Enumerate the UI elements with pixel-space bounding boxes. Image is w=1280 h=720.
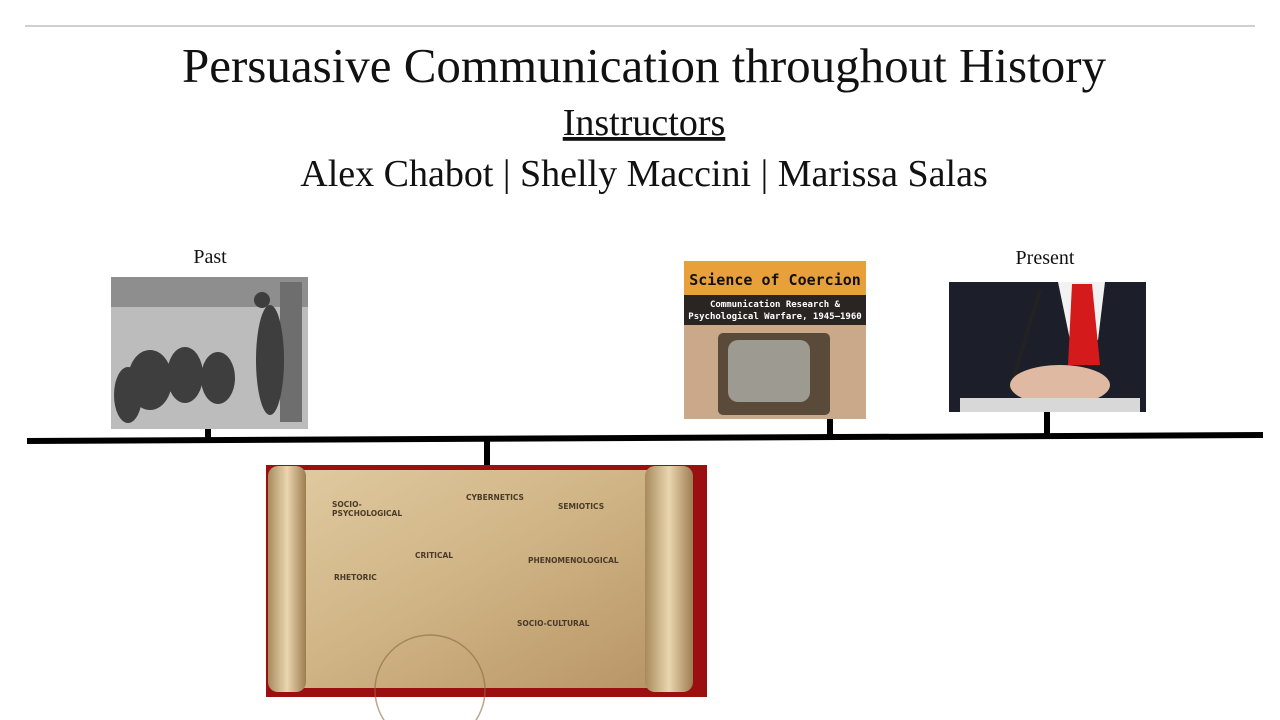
scroll-heading: PHENOMENOLOGICAL bbox=[528, 556, 619, 565]
scroll-heading: RHETORIC bbox=[334, 573, 377, 582]
scroll-image: SOCIO- PSYCHOLOGICAL CYBERNETICS SEMIOTI… bbox=[266, 465, 707, 720]
scroll-heading: CYBERNETICS bbox=[466, 493, 524, 502]
book-subtitle: Communication Research & bbox=[710, 299, 841, 310]
timeline-ticks bbox=[205, 411, 1050, 465]
engraving-image bbox=[111, 277, 308, 429]
book-title: Science of Coercion bbox=[689, 271, 861, 289]
scroll-heading: SEMIOTICS bbox=[558, 502, 604, 511]
scroll-heading: PSYCHOLOGICAL bbox=[332, 509, 402, 518]
scroll-heading: SOCIO- bbox=[332, 500, 362, 509]
title: Persuasive Communication throughout Hist… bbox=[182, 38, 1107, 93]
press-photo bbox=[949, 282, 1146, 412]
book-subtitle: Psychological Warfare, 1945–1960 bbox=[688, 311, 861, 322]
instructors: Alex Chabot | Shelly Maccini | Marissa S… bbox=[300, 153, 988, 195]
scroll-heading: SOCIO-CULTURAL bbox=[517, 619, 590, 628]
present-label: Present bbox=[1016, 247, 1075, 269]
subtitle: Instructors bbox=[563, 102, 726, 144]
book-cover-image: Science of Coercion Communication Resear… bbox=[684, 261, 866, 419]
past-label: Past bbox=[193, 246, 227, 268]
timeline-line bbox=[26, 432, 1264, 444]
scroll-heading: CRITICAL bbox=[415, 551, 453, 560]
